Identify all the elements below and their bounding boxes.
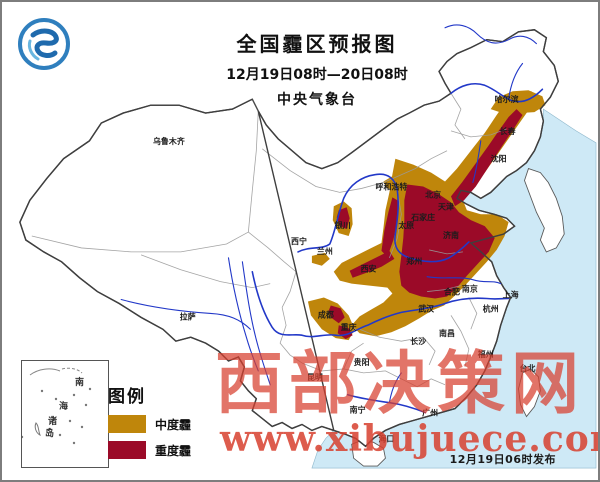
publish-time: 12月19日06时发布 bbox=[449, 453, 556, 466]
province-borders bbox=[31, 93, 507, 388]
city-label-广州: 广州 bbox=[422, 408, 438, 418]
legend-title: 图例 bbox=[108, 387, 146, 407]
map-header: 全国霾区预报图 12月19日08时—20日08时 中央气象台 bbox=[152, 28, 482, 109]
city-label-长春: 长春 bbox=[500, 126, 516, 136]
rivers bbox=[120, 24, 544, 414]
city-label-哈尔滨: 哈尔滨 bbox=[495, 94, 519, 104]
forecast-period: 12月19日08时—20日08时 bbox=[226, 67, 408, 83]
legend-item-severe: 重度霾 bbox=[108, 441, 191, 459]
city-label-西宁: 西宁 bbox=[291, 236, 307, 246]
city-label-乌鲁木齐: 乌鲁木齐 bbox=[153, 136, 186, 146]
city-label-呼和浩特: 呼和浩特 bbox=[375, 181, 407, 191]
xibujuece-logo bbox=[15, 15, 73, 73]
moderate-haze-label: 中度霾 bbox=[155, 417, 192, 432]
city-label-台北: 台北 bbox=[520, 363, 536, 373]
legend: 图例 中度霾 重度霾 bbox=[108, 382, 191, 459]
south-china-sea-inset: 南 海 诸 岛 bbox=[21, 360, 109, 468]
inset-char-dao: 岛 bbox=[45, 429, 55, 439]
city-label-南京: 南京 bbox=[462, 284, 478, 294]
korea-peninsula bbox=[524, 168, 565, 253]
city-label-长沙: 长沙 bbox=[410, 336, 426, 346]
taiwan-island bbox=[518, 368, 541, 418]
city-label-上海: 上海 bbox=[503, 290, 519, 300]
city-label-郑州: 郑州 bbox=[406, 256, 422, 266]
city-label-兰州: 兰州 bbox=[317, 246, 333, 256]
city-label-昆明: 昆明 bbox=[307, 372, 323, 382]
city-label-太原: 太原 bbox=[398, 220, 414, 230]
city-label-天津: 天津 bbox=[438, 201, 454, 211]
city-label-拉萨: 拉萨 bbox=[180, 311, 196, 321]
city-label-福州: 福州 bbox=[477, 349, 494, 359]
inset-char-hai: 海 bbox=[59, 402, 69, 412]
city-label-石家庄: 石家庄 bbox=[410, 212, 435, 222]
inset-char-nan: 南 bbox=[75, 378, 85, 388]
city-label-重庆: 重庆 bbox=[341, 322, 357, 332]
city-label-成都: 成都 bbox=[318, 309, 334, 319]
china-border bbox=[19, 29, 560, 448]
page-title: 全国霾区预报图 bbox=[236, 32, 398, 56]
city-label-沈阳: 沈阳 bbox=[491, 154, 507, 164]
city-label-杭州: 杭州 bbox=[483, 303, 499, 313]
city-label-西安: 西安 bbox=[361, 264, 377, 274]
legend-item-moderate: 中度霾 bbox=[108, 415, 191, 433]
moderate-haze-swatch bbox=[108, 415, 146, 433]
city-label-武汉: 武汉 bbox=[418, 303, 434, 313]
city-label-北京: 北京 bbox=[425, 189, 441, 199]
severe-haze-label: 重度霾 bbox=[155, 443, 192, 458]
city-label-合肥: 合肥 bbox=[444, 287, 460, 297]
city-label-银川: 银川 bbox=[334, 220, 351, 230]
dragon-logo-icon bbox=[18, 18, 70, 70]
city-label-海口: 海口 bbox=[378, 433, 394, 443]
city-label-贵阳: 贵阳 bbox=[354, 357, 370, 367]
severe-haze-swatch bbox=[108, 441, 146, 459]
severe-haze-regions bbox=[328, 109, 523, 340]
inset-char-zhu: 诸 bbox=[48, 417, 58, 427]
city-label-南宁: 南宁 bbox=[350, 405, 366, 415]
city-label-济南: 济南 bbox=[443, 230, 459, 240]
issuing-agency: 中央气象台 bbox=[277, 92, 357, 108]
city-label-南昌: 南昌 bbox=[439, 328, 455, 338]
inset-islands bbox=[22, 367, 92, 445]
